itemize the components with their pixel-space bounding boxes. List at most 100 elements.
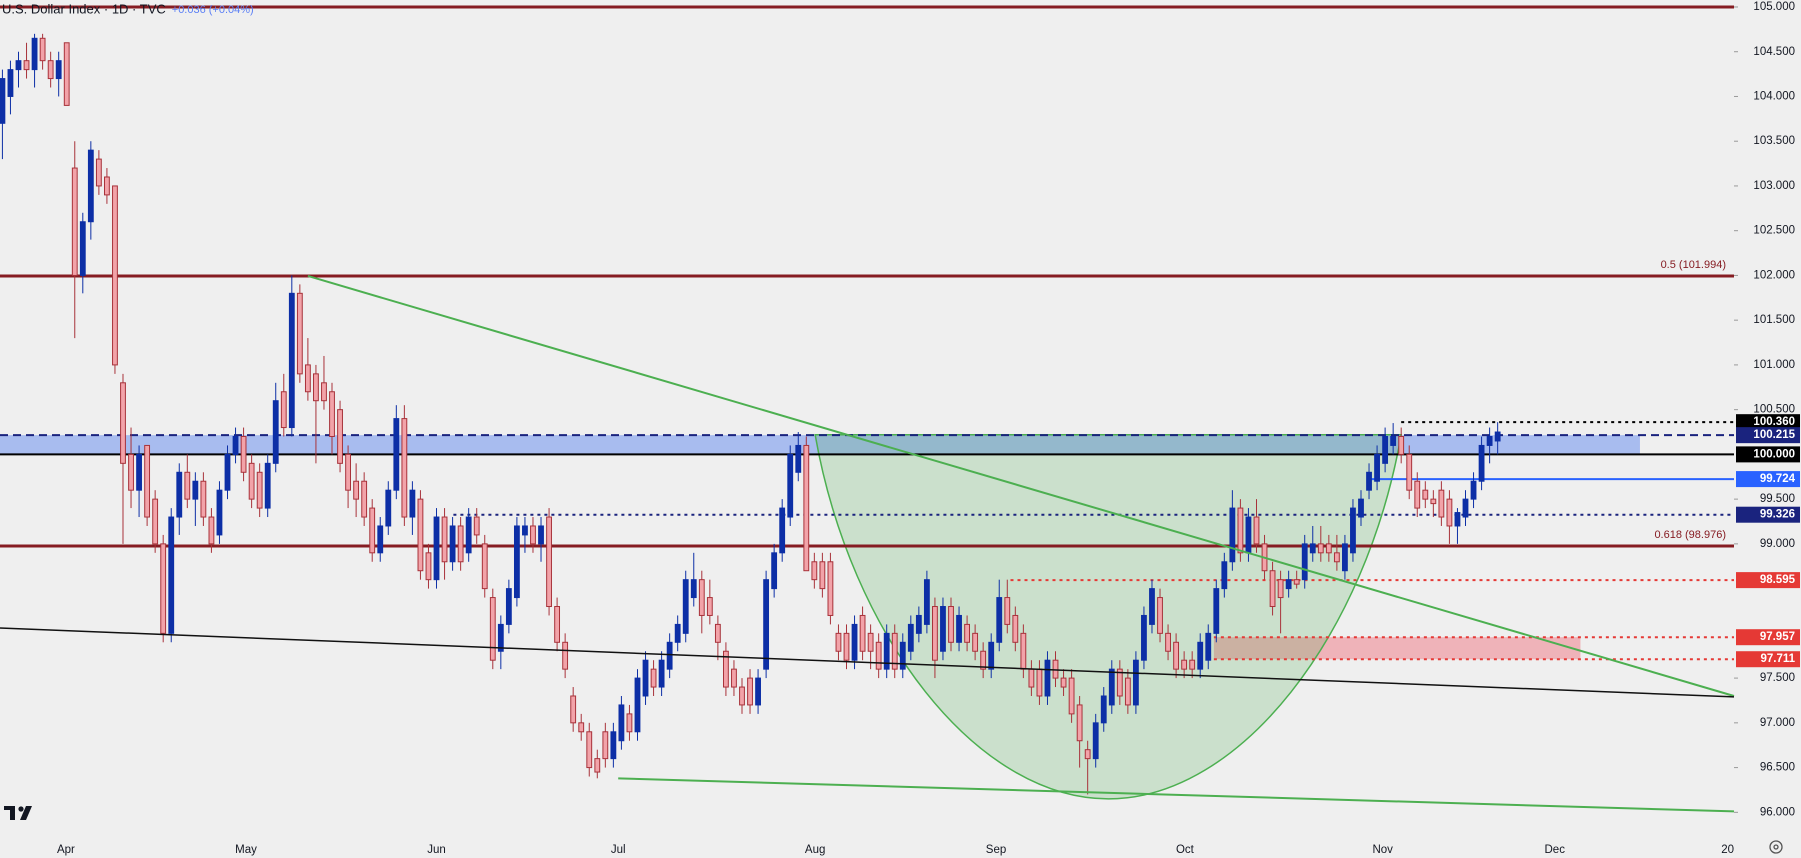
candle-body: [1197, 641, 1204, 670]
candle-body: [1366, 471, 1372, 491]
candle-body: [1020, 632, 1027, 670]
candle-body: [1422, 489, 1429, 500]
candle-body: [940, 606, 946, 652]
level-price-box: [1736, 572, 1800, 589]
candle-body: [71, 167, 78, 276]
y-tick-label: 100.500: [1753, 404, 1795, 416]
candle-body: [1141, 614, 1147, 661]
candle-body: [1494, 431, 1501, 442]
candle-body: [377, 525, 384, 554]
candle-body: [980, 650, 987, 670]
trendline: [0, 627, 1735, 698]
candle-body: [658, 659, 665, 688]
candle-body: [972, 632, 979, 652]
candle-body: [1004, 597, 1011, 625]
candle-body: [827, 561, 834, 616]
level-price-label: 99.724: [1760, 473, 1796, 485]
candle-body: [803, 444, 810, 572]
candle-body: [907, 623, 914, 652]
candle-body: [1036, 668, 1043, 697]
candle-body: [650, 668, 657, 688]
level-price-label: 100.000: [1753, 448, 1795, 460]
candle-body: [272, 400, 279, 464]
lines: 0.5 (101.994) 0.618 (98.976): [0, 5, 1734, 661]
candle-body: [369, 507, 376, 554]
candle-body: [1068, 677, 1075, 715]
candle-body: [1221, 561, 1228, 590]
candle-body: [176, 471, 183, 518]
candle-body: [264, 462, 271, 509]
candle-body: [240, 435, 247, 473]
candle-body: [256, 471, 263, 509]
x-tick-label: Sep: [986, 844, 1006, 856]
candle-body: [1100, 695, 1107, 724]
candle-body: [522, 525, 528, 536]
candle-body: [1277, 579, 1284, 599]
y-tick-label: 97.000: [1760, 717, 1795, 729]
x-tick-label: Nov: [1372, 844, 1393, 856]
settings-core[interactable]: [1773, 844, 1779, 850]
candle-body: [361, 480, 368, 518]
logo: [4, 806, 32, 820]
candle-body: [505, 588, 512, 625]
candle-body: [184, 471, 191, 500]
candle-body: [1406, 453, 1413, 491]
y-tick-label: 104.000: [1753, 90, 1795, 102]
y-tick-label: 101.500: [1753, 314, 1795, 326]
candle-body: [457, 525, 464, 563]
candle-body: [1132, 659, 1139, 706]
level-price-box: [1736, 427, 1800, 444]
candle-body: [192, 480, 199, 500]
level-price-label: 100.360: [1753, 416, 1795, 428]
candle-body: [425, 552, 432, 581]
level-price-box: [1736, 651, 1800, 668]
candle-body: [1342, 543, 1348, 572]
candle-body: [586, 731, 593, 769]
candle-body: [787, 453, 794, 518]
candle-body: [1325, 543, 1332, 554]
candle-body: [666, 641, 673, 670]
price-change: +0.036 (+0.04%): [172, 4, 254, 16]
settings-ring[interactable]: [1769, 840, 1783, 854]
axes: 96.000 96.500 97.000 97.500 99.000 99.500 100.…: [57, 1, 1800, 856]
candle-body: [835, 632, 842, 652]
candle-body: [899, 641, 906, 670]
zone: [0, 435, 1640, 455]
candle-body: [1414, 480, 1421, 509]
candle-body: [15, 60, 22, 71]
level-price-box: [1736, 471, 1800, 488]
y-tick-label: 102.500: [1753, 225, 1795, 237]
candle-body: [546, 516, 552, 608]
candle-body: [1044, 659, 1051, 697]
candle-body: [731, 668, 737, 688]
x-tick-label: Oct: [1176, 844, 1195, 856]
candle-body: [144, 444, 151, 518]
candle-body: [1253, 516, 1260, 545]
level-price-label: 98.595: [1760, 574, 1796, 586]
settings-icon[interactable]: [1769, 840, 1783, 854]
candle-body: [851, 623, 858, 661]
candle-body: [248, 462, 255, 500]
candle-body: [634, 677, 641, 733]
candle-body: [47, 60, 54, 80]
fib-label: 0.5 (101.994): [1661, 259, 1726, 271]
candle-body: [562, 641, 569, 670]
candle-body: [63, 42, 70, 106]
candle-body: [1293, 579, 1300, 585]
candle-body: [497, 623, 504, 652]
candle-body: [401, 418, 408, 518]
y-tick-label: 103.000: [1753, 180, 1795, 192]
candle-body: [473, 516, 480, 536]
x-tick-label: 20: [1721, 844, 1734, 856]
zone: [1213, 637, 1581, 660]
candle-body: [610, 731, 617, 760]
candle-body: [602, 731, 609, 760]
y-tick-label: 99.500: [1760, 493, 1795, 505]
candle-body: [345, 453, 351, 491]
candle-body: [39, 37, 46, 62]
candle-body: [690, 579, 697, 599]
y-tick-label: 97.500: [1760, 672, 1795, 684]
candle-body: [1189, 659, 1196, 670]
candle-body: [948, 606, 954, 643]
